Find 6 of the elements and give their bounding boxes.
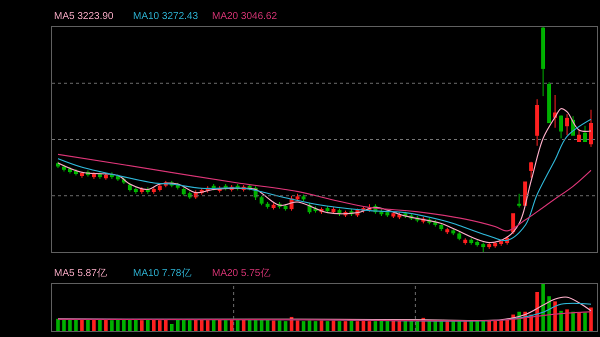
- text: MA5 3223.90: [54, 11, 114, 22]
- text: MA10 7.78亿: [133, 268, 192, 279]
- text: MA20 3046.62: [212, 11, 278, 22]
- text: MA10 3272.43: [133, 11, 198, 22]
- text: MA20 5.75亿: [212, 268, 270, 279]
- text: MA5 5.87亿: [54, 268, 107, 279]
